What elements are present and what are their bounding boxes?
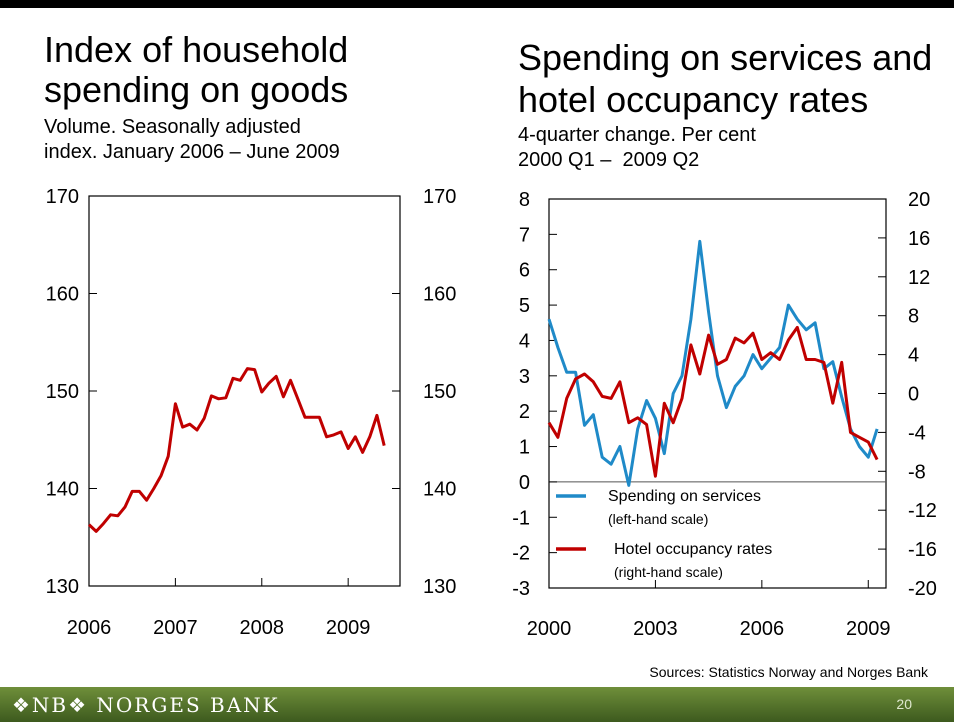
left-ytick-label: 0 (519, 472, 530, 494)
right-chart-title-line2: hotel occupancy rates (518, 79, 869, 120)
page-number: 20 (896, 696, 912, 712)
left-ytick-label: 140 (46, 479, 79, 501)
left-ytick-label: 8 (519, 189, 530, 211)
left-chart-title-line1: Index of household (44, 29, 349, 70)
norges-bank-logo: ❖NB❖ NORGES BANK (12, 693, 280, 717)
xtick-label: 2006 (740, 618, 785, 640)
left-chart: 130 130 140 140 150 150 160 160 170 170 2006 2007 20… (46, 186, 457, 639)
xtick-label: 2000 (527, 618, 572, 640)
right-ytick-label: 8 (908, 306, 919, 328)
left-chart-title-line2: spending on goods (44, 69, 349, 110)
sources-note: Sources: Statistics Norway and Norges Ba… (649, 664, 928, 680)
xtick-label: 2007 (153, 617, 198, 639)
right-chart-title-line1: Spending on services and (518, 37, 933, 78)
left-plot-frame (88, 195, 401, 587)
legend-services-sublabel: (left-hand scale) (608, 511, 709, 527)
legend-hotel-label: Hotel occupancy rates (614, 541, 773, 558)
right-ytick-label: 140 (423, 479, 456, 501)
legend-hotel-sublabel: (right-hand scale) (614, 564, 723, 580)
xtick-label: 2008 (240, 617, 285, 639)
left-chart-subtitle-line2: index. January 2006 – June 2009 (44, 141, 340, 163)
left-ytick-label: -3 (512, 578, 530, 600)
right-ytick-label: 12 (908, 267, 930, 289)
right-ytick-label: 130 (423, 576, 456, 598)
left-ytick-label: 3 (519, 366, 530, 388)
right-chart-subtitle-line2: 2000 Q1 – 2009 Q2 (518, 149, 700, 171)
left-ytick-label: 150 (46, 381, 79, 403)
xtick-label: 2003 (633, 618, 678, 640)
right-ytick-label: 150 (423, 381, 456, 403)
right-ytick-label: -12 (908, 500, 937, 522)
xtick-label: 2009 (846, 618, 891, 640)
right-chart-subtitle-line1: 4-quarter change. Per cent (518, 124, 756, 146)
left-ytick-label: 7 (519, 224, 530, 246)
left-ytick-label: 1 (519, 437, 530, 459)
top-border (0, 0, 954, 8)
legend-services-label: Spending on services (608, 488, 761, 505)
household-spending-line (87, 367, 386, 533)
right-ytick-label: 170 (423, 186, 456, 208)
left-ytick-label: 160 (46, 284, 79, 306)
right-ytick-label: -16 (908, 539, 937, 561)
left-ytick-label: -2 (512, 543, 530, 565)
left-ytick-label: 2 (519, 401, 530, 423)
right-ytick-label: -4 (908, 422, 926, 444)
left-ytick-label: 5 (519, 295, 530, 317)
right-ytick-label: 4 (908, 345, 919, 367)
footer-bar: ❖NB❖ NORGES BANK 20 (0, 687, 954, 722)
right-ytick-label: 0 (908, 384, 919, 406)
right-ytick-label: 20 (908, 189, 930, 211)
left-ytick-label: -1 (512, 507, 530, 529)
xtick-label: 2009 (326, 617, 371, 639)
xtick-label: 2006 (67, 617, 112, 639)
left-ytick-label: 4 (519, 330, 530, 352)
right-chart: -3-2-1012345678-20-16-12-8-4048121620200… (512, 189, 937, 640)
left-chart-subtitle-line1: Volume. Seasonally adjusted (44, 116, 301, 138)
left-ytick-label: 130 (46, 576, 79, 598)
left-ytick-label: 6 (519, 260, 530, 282)
services-spending-line (547, 239, 879, 487)
hotel-occupancy-line (547, 325, 879, 478)
right-ytick-label: 160 (423, 284, 456, 306)
left-ytick-label: 170 (46, 186, 79, 208)
right-ytick-label: -20 (908, 578, 937, 600)
right-ytick-label: 16 (908, 228, 930, 250)
right-ytick-label: -8 (908, 461, 926, 483)
